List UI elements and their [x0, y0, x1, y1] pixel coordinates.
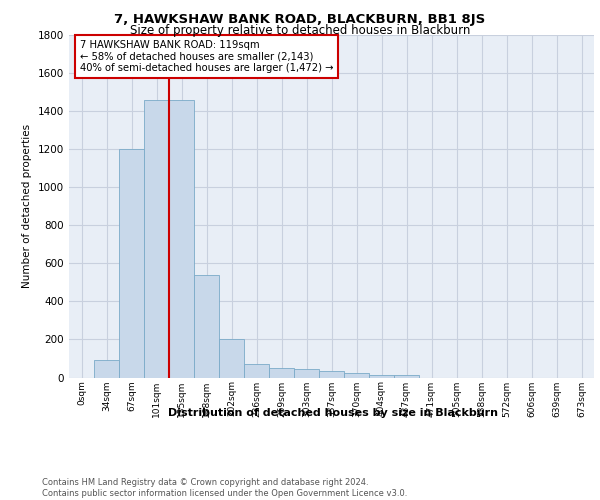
Bar	[244, 364, 269, 378]
Bar	[369, 374, 394, 378]
Bar	[119, 149, 144, 378]
Bar	[269, 368, 294, 378]
Text: Contains HM Land Registry data © Crown copyright and database right 2024.
Contai: Contains HM Land Registry data © Crown c…	[42, 478, 407, 498]
Bar	[169, 100, 194, 378]
Bar	[219, 340, 244, 378]
Bar	[94, 360, 119, 378]
Bar	[319, 371, 344, 378]
Bar	[344, 372, 369, 378]
Bar	[394, 374, 419, 378]
Text: Size of property relative to detached houses in Blackburn: Size of property relative to detached ho…	[130, 24, 470, 37]
Bar	[194, 275, 219, 378]
Text: 7 HAWKSHAW BANK ROAD: 119sqm
← 58% of detached houses are smaller (2,143)
40% of: 7 HAWKSHAW BANK ROAD: 119sqm ← 58% of de…	[79, 40, 333, 74]
Text: Distribution of detached houses by size in Blackburn: Distribution of detached houses by size …	[168, 408, 498, 418]
Y-axis label: Number of detached properties: Number of detached properties	[22, 124, 32, 288]
Bar	[144, 100, 169, 378]
Text: 7, HAWKSHAW BANK ROAD, BLACKBURN, BB1 8JS: 7, HAWKSHAW BANK ROAD, BLACKBURN, BB1 8J…	[115, 12, 485, 26]
Bar	[294, 369, 319, 378]
